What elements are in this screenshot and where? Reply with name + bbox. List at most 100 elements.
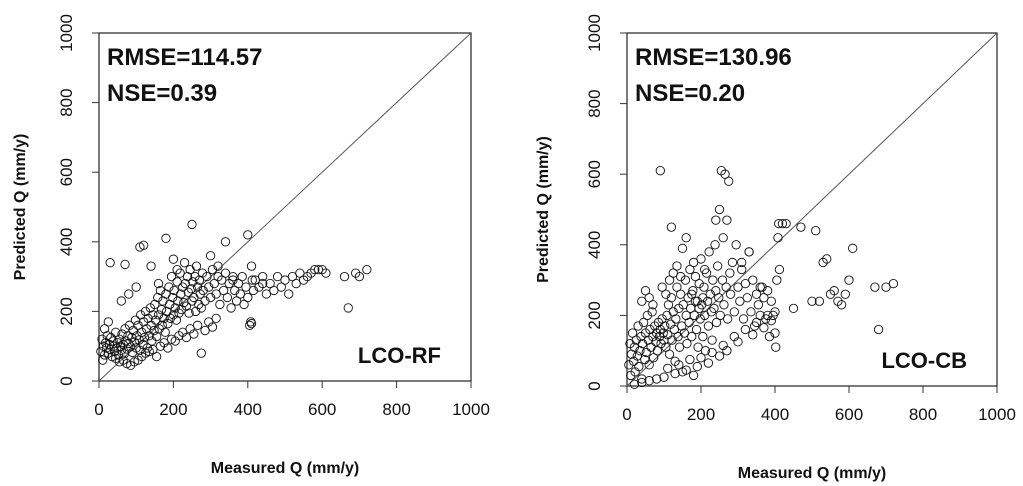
data-point (738, 314, 749, 324)
data-point (751, 289, 762, 299)
data-point (735, 296, 745, 306)
y-tick-label: 200 (585, 301, 604, 329)
data-point (657, 314, 667, 324)
data-point (674, 342, 685, 352)
data-point (192, 320, 203, 330)
data-point (168, 292, 178, 303)
nse-annotation: NSE=0.39 (107, 80, 217, 107)
data-point (668, 268, 678, 278)
data-point (680, 275, 691, 285)
data-point (746, 307, 756, 317)
x-tick-label: 400 (761, 405, 789, 424)
data-point (700, 346, 711, 356)
data-point (676, 271, 686, 282)
data-point (681, 233, 691, 243)
data-point (688, 370, 699, 381)
data-point (163, 318, 173, 329)
data-point (698, 293, 708, 303)
data-point (105, 258, 115, 268)
data-point (818, 257, 828, 268)
data-point (677, 243, 688, 253)
y-tick-label: 800 (585, 89, 604, 117)
data-point (844, 275, 854, 285)
data-point (770, 307, 780, 317)
data-point (155, 285, 166, 296)
data-point (175, 268, 185, 278)
y-axis-title: Predicted Q (mm/y) (535, 136, 552, 283)
data-point (773, 233, 783, 243)
data-point (764, 331, 775, 342)
data-point (648, 353, 659, 363)
data-point (241, 282, 251, 292)
data-point (184, 308, 194, 318)
y-tick-label: 400 (585, 231, 604, 259)
data-point (354, 271, 365, 282)
data-point (814, 296, 825, 306)
data-point (284, 289, 294, 299)
data-point (696, 254, 706, 264)
data-point (679, 328, 689, 338)
data-point (187, 219, 197, 230)
data-point (644, 293, 654, 303)
data-point (120, 259, 130, 270)
data-point (192, 282, 203, 292)
x-tick-label: 800 (382, 400, 410, 419)
data-point (670, 356, 680, 366)
data-point (833, 296, 843, 306)
data-point (291, 278, 301, 289)
data-point (681, 365, 691, 375)
data-point (700, 264, 710, 275)
data-point (113, 350, 123, 360)
data-point (202, 271, 212, 282)
data-point (656, 338, 666, 349)
data-point (138, 240, 149, 250)
data-point (188, 277, 198, 287)
data-point (718, 233, 728, 243)
data-point (152, 351, 162, 362)
data-point (729, 307, 739, 317)
data-point (147, 336, 157, 346)
data-point (663, 363, 673, 373)
data-point (873, 324, 884, 335)
data-point (822, 254, 832, 264)
data-point (682, 338, 692, 349)
data-point (725, 268, 735, 278)
data-point (182, 271, 193, 282)
data-point (131, 282, 141, 292)
data-point (235, 289, 246, 299)
data-point (637, 296, 647, 306)
data-point (766, 316, 776, 326)
data-point (178, 282, 188, 292)
data-point (840, 289, 850, 299)
data-point (137, 327, 147, 337)
data-point (699, 282, 709, 292)
data-point (748, 330, 758, 340)
data-point (659, 372, 669, 382)
data-point (644, 376, 654, 386)
x-tick-label: 1000 (452, 400, 490, 419)
data-point (637, 374, 647, 384)
data-point (205, 251, 216, 261)
data-point (149, 325, 159, 336)
plot-frame (626, 32, 998, 387)
data-point (195, 289, 205, 299)
data-point (174, 308, 184, 318)
data-point (228, 271, 238, 282)
data-point (637, 377, 647, 388)
data-point (727, 257, 738, 268)
data-point (655, 166, 665, 176)
data-point (176, 305, 187, 315)
data-point (660, 321, 670, 331)
data-point (189, 329, 199, 339)
data-point (888, 278, 899, 289)
data-point (714, 204, 725, 215)
data-point (220, 268, 231, 278)
data-point (870, 282, 880, 292)
data-point (200, 325, 210, 336)
data-point (710, 240, 720, 250)
data-point (881, 282, 891, 292)
data-point (130, 315, 141, 325)
scatter-panel-lco-cb: 0 200 400 600 800 1000 0 200 400 600 800 1000 Measur… (535, 14, 1016, 482)
data-point (144, 331, 154, 341)
data-point (642, 310, 652, 321)
